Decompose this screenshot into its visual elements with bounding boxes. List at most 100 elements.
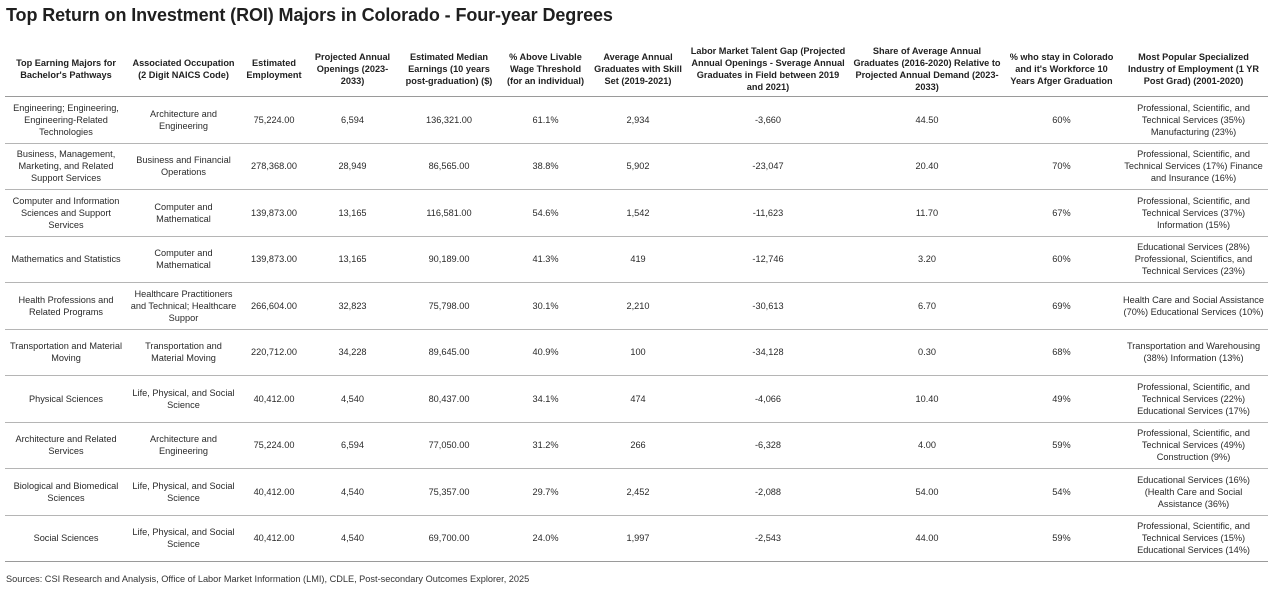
cell-employment: 139,873.00	[240, 236, 308, 283]
cell-major: Engineering; Engineering, Engineering-Re…	[5, 96, 127, 144]
cell-employment: 75,224.00	[240, 422, 308, 469]
cell-livable-wage: 31.2%	[501, 422, 590, 469]
cell-earnings: 75,798.00	[397, 282, 501, 330]
cell-openings: 28,949	[308, 143, 397, 190]
column-header-talent-gap: Labor Market Talent Gap (Projected Annua…	[686, 41, 850, 97]
table-row: Business, Management, Marketing, and Rel…	[5, 143, 1268, 190]
cell-occupation: Computer and Mathematical	[127, 189, 240, 237]
cell-earnings: 90,189.00	[397, 236, 501, 283]
page-title: Top Return on Investment (ROI) Majors in…	[6, 5, 613, 25]
cell-openings: 6,594	[308, 422, 397, 469]
cell-graduates: 1,997	[590, 515, 686, 562]
cell-stay-colorado: 68%	[1004, 329, 1119, 376]
cell-major: Architecture and Related Services	[5, 422, 127, 469]
cell-employment: 40,412.00	[240, 515, 308, 562]
cell-openings: 6,594	[308, 96, 397, 144]
cell-graduates: 419	[590, 236, 686, 283]
cell-openings: 34,228	[308, 329, 397, 376]
cell-openings: 13,165	[308, 236, 397, 283]
cell-graduates: 2,934	[590, 96, 686, 144]
cell-graduates: 474	[590, 375, 686, 423]
cell-stay-colorado: 59%	[1004, 422, 1119, 469]
cell-openings: 4,540	[308, 468, 397, 516]
cell-livable-wage: 54.6%	[501, 189, 590, 237]
table-row: Transportation and Material Moving Trans…	[5, 329, 1268, 376]
cell-industry: Professional, Scientific, and Technical …	[1119, 375, 1268, 423]
column-header-occupation: Associated Occupation (2 Digit NAICS Cod…	[127, 41, 240, 97]
column-header-major: Top Earning Majors for Bachelor's Pathwa…	[5, 41, 127, 97]
cell-industry: Professional, Scientific, and Technical …	[1119, 96, 1268, 144]
cell-occupation: Architecture and Engineering	[127, 96, 240, 144]
cell-employment: 278,368.00	[240, 143, 308, 190]
cell-share-graduates: 0.30	[850, 329, 1004, 376]
cell-employment: 40,412.00	[240, 375, 308, 423]
cell-industry: Transportation and Warehousing (38%) Inf…	[1119, 329, 1268, 376]
source-note: Sources: CSI Research and Analysis, Offi…	[6, 574, 530, 584]
cell-stay-colorado: 60%	[1004, 96, 1119, 144]
cell-talent-gap: -34,128	[686, 329, 850, 376]
cell-share-graduates: 10.40	[850, 375, 1004, 423]
cell-share-graduates: 6.70	[850, 282, 1004, 330]
cell-share-graduates: 44.50	[850, 96, 1004, 144]
table-row: Engineering; Engineering, Engineering-Re…	[5, 96, 1268, 144]
cell-occupation: Transportation and Material Moving	[127, 329, 240, 376]
cell-stay-colorado: 59%	[1004, 515, 1119, 562]
cell-occupation: Architecture and Engineering	[127, 422, 240, 469]
cell-industry: Professional, Scientific, and Technical …	[1119, 422, 1268, 469]
cell-livable-wage: 38.8%	[501, 143, 590, 190]
cell-major: Business, Management, Marketing, and Rel…	[5, 143, 127, 190]
cell-graduates: 2,210	[590, 282, 686, 330]
cell-industry: Professional, Scientific, and Technical …	[1119, 143, 1268, 190]
cell-share-graduates: 54.00	[850, 468, 1004, 516]
cell-industry: Educational Services (28%) Professional,…	[1119, 236, 1268, 283]
cell-major: Computer and Information Sciences and Su…	[5, 189, 127, 237]
cell-livable-wage: 30.1%	[501, 282, 590, 330]
column-header-stay-colorado: % who stay in Colorado and it's Workforc…	[1004, 41, 1119, 97]
cell-share-graduates: 44.00	[850, 515, 1004, 562]
cell-employment: 266,604.00	[240, 282, 308, 330]
cell-major: Mathematics and Statistics	[5, 236, 127, 283]
roi-table: Top Earning Majors for Bachelor's Pathwa…	[5, 41, 1268, 562]
cell-major: Social Sciences	[5, 515, 127, 562]
column-header-employment: Estimated Employment	[240, 41, 308, 97]
cell-occupation: Life, Physical, and Social Science	[127, 515, 240, 562]
cell-openings: 4,540	[308, 515, 397, 562]
cell-openings: 4,540	[308, 375, 397, 423]
cell-major: Biological and Biomedical Sciences	[5, 468, 127, 516]
cell-openings: 13,165	[308, 189, 397, 237]
cell-share-graduates: 20.40	[850, 143, 1004, 190]
cell-share-graduates: 11.70	[850, 189, 1004, 237]
cell-share-graduates: 4.00	[850, 422, 1004, 469]
cell-stay-colorado: 67%	[1004, 189, 1119, 237]
column-header-graduates: Average Annual Graduates with Skill Set …	[590, 41, 686, 97]
cell-graduates: 1,542	[590, 189, 686, 237]
cell-talent-gap: -4,066	[686, 375, 850, 423]
cell-employment: 40,412.00	[240, 468, 308, 516]
cell-livable-wage: 34.1%	[501, 375, 590, 423]
cell-graduates: 2,452	[590, 468, 686, 516]
cell-stay-colorado: 49%	[1004, 375, 1119, 423]
cell-livable-wage: 61.1%	[501, 96, 590, 144]
cell-earnings: 86,565.00	[397, 143, 501, 190]
cell-industry: Professional, Scientific, and Technical …	[1119, 189, 1268, 237]
cell-talent-gap: -2,088	[686, 468, 850, 516]
table-row: Architecture and Related Services Archit…	[5, 422, 1268, 469]
cell-stay-colorado: 70%	[1004, 143, 1119, 190]
cell-earnings: 77,050.00	[397, 422, 501, 469]
cell-earnings: 89,645.00	[397, 329, 501, 376]
table-row: Biological and Biomedical Sciences Life,…	[5, 468, 1268, 516]
cell-share-graduates: 3.20	[850, 236, 1004, 283]
cell-earnings: 75,357.00	[397, 468, 501, 516]
cell-livable-wage: 40.9%	[501, 329, 590, 376]
cell-earnings: 80,437.00	[397, 375, 501, 423]
cell-talent-gap: -12,746	[686, 236, 850, 283]
table-row: Physical Sciences Life, Physical, and So…	[5, 375, 1268, 423]
column-header-earnings: Estimated Median Earnings (10 years post…	[397, 41, 501, 97]
cell-occupation: Life, Physical, and Social Science	[127, 468, 240, 516]
cell-livable-wage: 24.0%	[501, 515, 590, 562]
cell-graduates: 5,902	[590, 143, 686, 190]
table-header-row: Top Earning Majors for Bachelor's Pathwa…	[5, 41, 1268, 97]
cell-employment: 75,224.00	[240, 96, 308, 144]
cell-talent-gap: -3,660	[686, 96, 850, 144]
cell-stay-colorado: 69%	[1004, 282, 1119, 330]
